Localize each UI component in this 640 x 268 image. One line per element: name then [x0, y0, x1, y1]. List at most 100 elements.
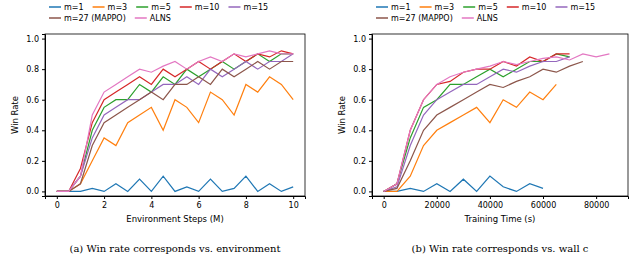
- plot-frame: [372, 34, 628, 196]
- y-tick: 1.0: [26, 35, 45, 44]
- series-line: [384, 54, 610, 192]
- y-tick-label: 0.8: [26, 65, 39, 74]
- legend-label: m=15: [243, 3, 268, 12]
- legend-swatch: [180, 6, 192, 8]
- x-tick-label: 60000: [531, 201, 556, 210]
- y-axis: 0.00.20.40.60.81.0: [353, 35, 372, 197]
- panel: 0200004000060000800000.00.20.40.60.81.0T…: [337, 3, 629, 255]
- y-tick-mark: [42, 161, 45, 162]
- series-line: [384, 54, 570, 192]
- y-axis-title: Win Rate: [10, 96, 20, 134]
- x-tick: 4: [149, 196, 154, 210]
- y-tick-mark: [42, 69, 45, 70]
- legend-label: m=3: [435, 3, 455, 12]
- legend: m=1 m=3 m=5 m=10 m=15 m=27 (MAPPO) ALNS: [49, 3, 268, 23]
- y-tick-label: 0.2: [353, 157, 366, 166]
- x-tick-mark: [543, 196, 544, 199]
- y-tick-label: 0.4: [26, 126, 39, 135]
- x-tick-label: 80000: [584, 201, 609, 210]
- legend-label: ALNS: [477, 14, 498, 23]
- legend-item: m=3: [93, 3, 128, 12]
- legend-item: m=5: [136, 3, 171, 12]
- legend-label: m=3: [108, 3, 128, 12]
- legend-swatch: [376, 17, 388, 19]
- x-tick: 0: [55, 196, 60, 210]
- x-tick-label: 0: [382, 201, 387, 210]
- y-tick-label: 0.8: [353, 65, 366, 74]
- x-tick: 20000: [425, 196, 450, 210]
- legend-label: m=1: [391, 3, 411, 12]
- x-tick: 60000: [531, 196, 556, 210]
- y-tick-mark: [42, 191, 45, 192]
- legend-item: m=15: [555, 3, 595, 12]
- series-line: [57, 176, 293, 191]
- lines: [57, 51, 293, 192]
- x-tick-mark: [437, 196, 438, 199]
- legend-label: m=5: [478, 3, 498, 12]
- legend-swatch: [49, 6, 61, 8]
- y-tick: 0.4: [353, 126, 372, 135]
- y-tick-label: 0.6: [26, 96, 39, 105]
- x-tick-label: 40000: [478, 201, 503, 210]
- series-line: [57, 77, 293, 192]
- legend-swatch: [228, 6, 240, 8]
- caption: (b) Win rate corresponds vs. wall c: [412, 243, 589, 254]
- legend-label: m=1: [64, 3, 84, 12]
- legend-swatch: [507, 6, 519, 8]
- y-tick: 0.8: [353, 65, 372, 74]
- x-tick-label: 2: [102, 201, 107, 210]
- legend-label: m=15: [570, 3, 595, 12]
- y-tick: 0.6: [26, 96, 45, 105]
- y-tick: 0.0: [26, 187, 45, 196]
- legend-item: m=1: [49, 3, 84, 12]
- y-tick-label: 0.0: [26, 187, 39, 196]
- series-line: [57, 54, 293, 192]
- y-tick-mark: [369, 161, 372, 162]
- legend-label: m=10: [522, 3, 547, 12]
- x-tick-label: 6: [197, 201, 202, 210]
- panel: 02468100.00.20.40.60.81.0Environment Ste…: [10, 3, 306, 255]
- lines: [384, 54, 610, 192]
- x-tick-label: 4: [149, 201, 154, 210]
- legend-label: ALNS: [150, 14, 171, 23]
- series-line: [384, 84, 557, 191]
- series-line: [57, 51, 293, 192]
- y-tick-mark: [369, 69, 372, 70]
- legend-item: m=10: [180, 3, 220, 12]
- x-tick: 0: [382, 196, 387, 210]
- x-tick: 2: [102, 196, 107, 210]
- x-tick: 6: [197, 196, 202, 210]
- legend-label: m=10: [195, 3, 220, 12]
- y-tick-label: 1.0: [26, 35, 39, 44]
- y-tick-mark: [42, 130, 45, 131]
- legend-item: m=15: [228, 3, 268, 12]
- x-tick-mark: [293, 196, 294, 199]
- legend-swatch: [49, 17, 61, 19]
- y-tick-label: 0.2: [26, 157, 39, 166]
- y-tick-mark: [369, 39, 372, 40]
- y-tick-mark: [369, 130, 372, 131]
- legend: m=1m=3m=5m=10m=15m=27 (MAPPO)ALNS: [376, 3, 595, 23]
- series-line: [57, 51, 293, 192]
- y-tick: 0.8: [26, 65, 45, 74]
- y-axis-line: [369, 35, 373, 197]
- x-tick-mark: [490, 196, 491, 199]
- legend-swatch: [376, 6, 388, 8]
- x-tick-label: 10: [289, 201, 299, 210]
- y-tick-label: 0.6: [353, 96, 366, 105]
- x-axis-title: Environment Steps (M): [126, 214, 223, 224]
- y-tick: 0.2: [26, 157, 45, 166]
- x-tick: 10: [289, 196, 299, 210]
- legend-swatch: [462, 17, 474, 19]
- legend-item: m=1: [376, 3, 411, 12]
- x-axis: 0 20000 40000 60000 80000: [373, 196, 629, 210]
- legend-item: m=27 (MAPPO): [49, 14, 126, 23]
- legend-label: m=5: [151, 3, 171, 12]
- x-tick-label: 0: [55, 201, 60, 210]
- legend-label: m=27 (MAPPO): [64, 14, 126, 23]
- x-tick-mark: [384, 196, 385, 199]
- plot-frame: [45, 34, 305, 196]
- y-axis-title: Win Rate: [337, 96, 347, 134]
- y-tick: 0.0: [353, 187, 372, 196]
- legend-swatch: [135, 17, 147, 19]
